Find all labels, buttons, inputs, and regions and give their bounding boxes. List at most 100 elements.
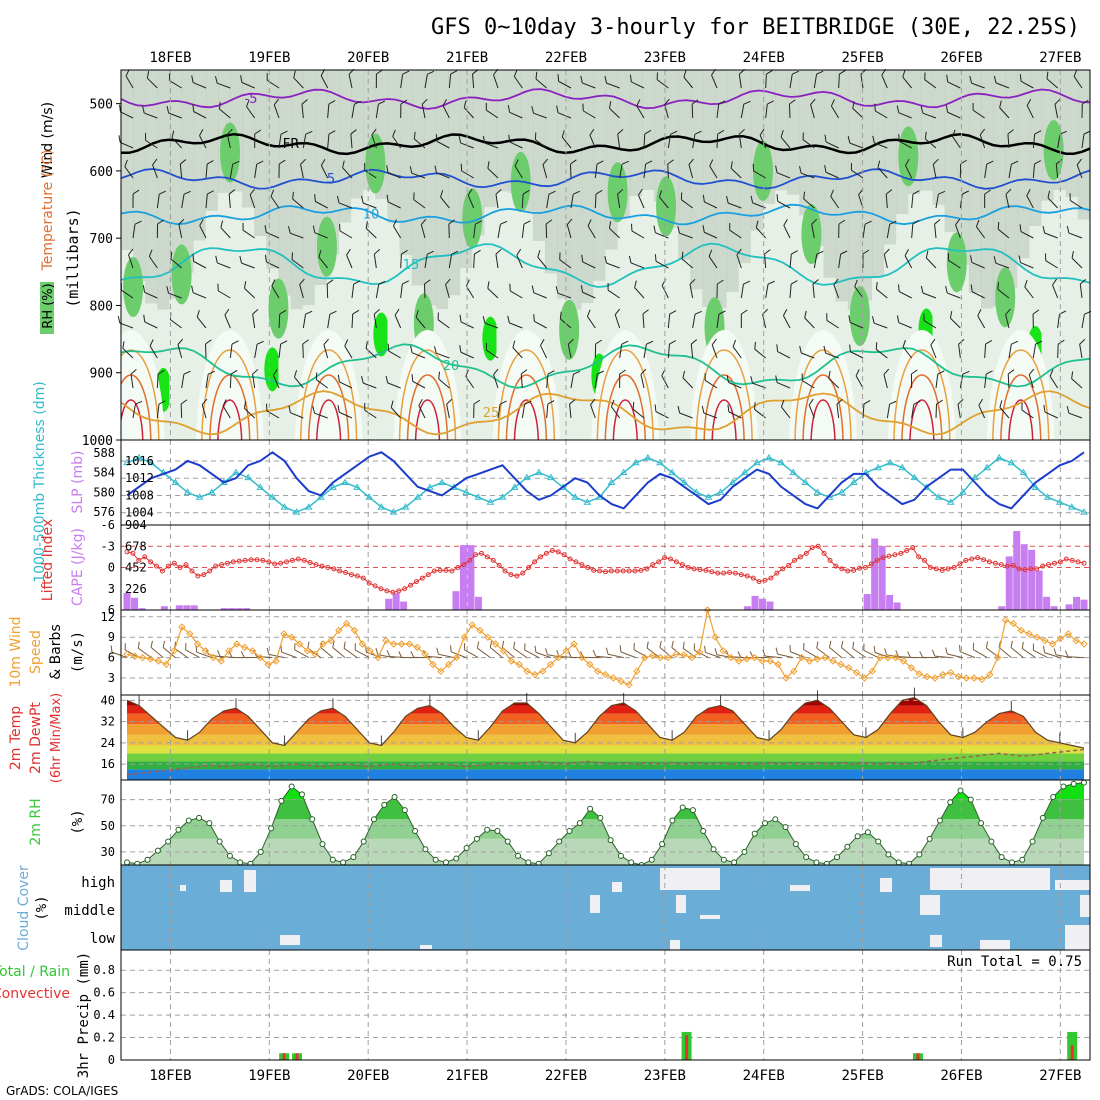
barb-flag <box>1032 643 1034 651</box>
lifted-index-point <box>626 568 632 574</box>
wind-barb <box>229 160 240 179</box>
rh-point <box>988 838 995 845</box>
wind-barb <box>667 130 678 149</box>
barb-shaft <box>144 112 158 119</box>
temp-tick: 16 <box>101 757 115 771</box>
wind-barb <box>826 313 839 329</box>
barb-shaft <box>130 374 134 389</box>
wind-barb <box>192 104 207 119</box>
cape-bar <box>228 608 236 610</box>
barb-shaft <box>351 313 354 329</box>
cape-bar <box>183 605 191 610</box>
barb-flag <box>708 249 713 257</box>
barb-flag <box>378 100 386 105</box>
barb-flag <box>759 128 765 136</box>
barb-shaft <box>177 344 183 359</box>
barb-flag <box>354 643 356 651</box>
rh-point <box>741 848 748 855</box>
lifted-index-point <box>1069 557 1075 563</box>
wind-speed-point <box>264 660 272 669</box>
barb-shaft <box>364 409 377 419</box>
barb-flag <box>619 645 622 652</box>
barb-flag <box>437 312 439 320</box>
wind-barb <box>629 74 645 89</box>
barb-shaft <box>630 262 645 269</box>
barb-shaft <box>150 647 164 658</box>
thickness-tick: 576 <box>93 505 115 519</box>
barb-flag <box>270 189 275 197</box>
barb-flag <box>337 374 340 383</box>
barb-shaft <box>902 346 913 359</box>
barb-flag <box>764 249 771 255</box>
cape-bar <box>759 598 767 610</box>
wind-barb <box>191 75 207 89</box>
barb-flag <box>145 133 147 141</box>
wind-barb <box>984 189 991 209</box>
barb-flag <box>1073 69 1078 77</box>
barb-shaft <box>838 73 840 89</box>
barb-flag <box>1021 641 1024 649</box>
wind-barb <box>709 159 718 179</box>
barb-flag <box>959 644 961 652</box>
barb-flag <box>371 128 377 136</box>
wind-barb <box>833 278 840 299</box>
lifted-index-point <box>348 572 354 578</box>
thickness-point <box>292 508 301 515</box>
wind-barb <box>682 370 694 389</box>
thickness-label: 1000-500mb Thickness (dm) <box>32 381 48 582</box>
wind-speed-point <box>460 633 469 641</box>
barb-shaft <box>377 654 394 659</box>
isotherm-25 <box>893 349 951 440</box>
wind-barb <box>254 129 262 149</box>
barb-flag <box>1066 225 1070 234</box>
barb-flag <box>1019 74 1022 82</box>
rh-shade-blob <box>373 312 390 357</box>
cape-bar <box>220 608 228 610</box>
wind-speed-point <box>570 640 578 648</box>
barb-shaft <box>930 344 937 359</box>
barb-flag <box>230 369 238 375</box>
barb-flag <box>573 190 580 195</box>
wind-barb <box>993 256 1010 269</box>
barb-flag <box>254 129 262 135</box>
barb-flag <box>315 372 318 380</box>
barb-shaft <box>780 136 791 149</box>
rh-point <box>607 837 614 844</box>
thickness-point <box>1019 468 1028 476</box>
wind-barb <box>291 252 304 269</box>
dewpoint-label: 2m DewPt <box>28 702 44 774</box>
isotherm-line <box>121 390 1090 436</box>
rh-point <box>720 856 727 863</box>
wind-barb <box>423 279 431 299</box>
barb-flag <box>790 280 798 285</box>
temp-tick: 40 <box>101 693 115 707</box>
barb-shaft <box>493 74 499 89</box>
wind-barb <box>411 374 426 389</box>
wind-barb <box>586 309 596 329</box>
barb-shaft <box>971 261 985 269</box>
lifted-index-point <box>289 557 295 563</box>
wind-speed-point <box>319 640 327 648</box>
barb-flag <box>373 248 381 255</box>
wind-barb <box>180 399 188 419</box>
wind-barb <box>287 226 304 239</box>
wind-barb <box>740 309 748 329</box>
thickness-point <box>946 498 955 505</box>
rh-point <box>473 835 480 842</box>
barb-flag <box>688 158 694 165</box>
cape-bar <box>1035 570 1043 610</box>
wind-barb <box>224 308 231 329</box>
barb-shaft <box>270 196 280 209</box>
barb-shaft <box>1044 411 1058 419</box>
rh-shade-cell <box>1017 70 1031 259</box>
barb-flag <box>559 252 561 260</box>
lifted-index-point <box>673 559 679 565</box>
barb-shaft <box>911 404 915 419</box>
barb-flag <box>985 370 993 375</box>
wind-speed-point <box>335 626 343 635</box>
wind-barb <box>400 70 410 89</box>
barb-flag <box>508 134 511 142</box>
barb-shaft <box>156 404 160 419</box>
wind-barb <box>327 310 337 329</box>
lifted-index-point <box>1034 566 1040 572</box>
